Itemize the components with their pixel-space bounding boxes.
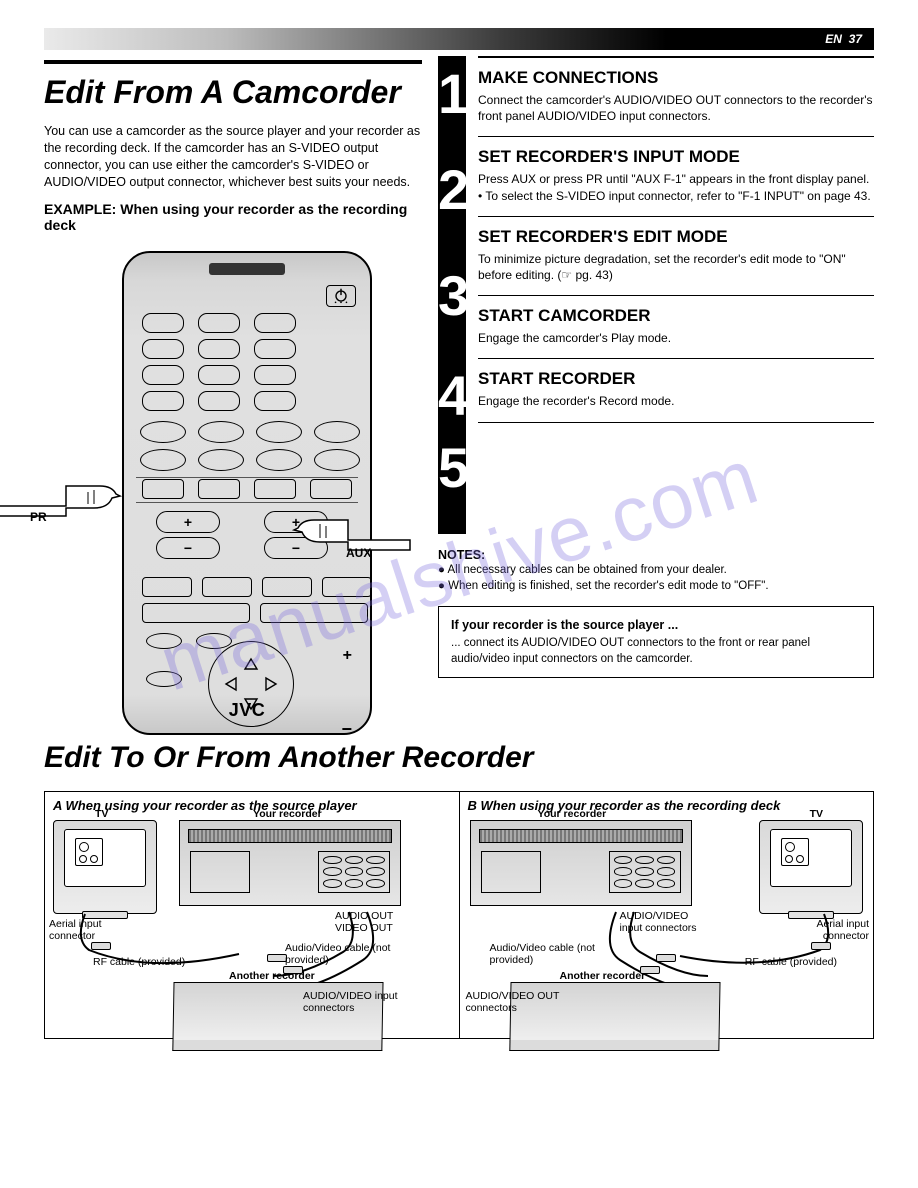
step-body: Connect the camcorder's AUDIO/VIDEO OUT … [478,92,874,124]
left-column: Edit From A Camcorder You can use a camc… [44,56,422,735]
section-title: Edit From A Camcorder [44,74,422,111]
tv-label: TV [95,808,108,820]
steps-number-bar: 1 2 3 4 5 [438,56,466,534]
callout-box: If your recorder is the source player ..… [438,606,874,678]
step-heading: START CAMCORDER [478,306,874,326]
your-recorder-label: Your recorder [253,808,322,820]
step-number: 5 [438,424,466,496]
ch-down-icon [156,537,220,559]
remote-control-illustration: + − JVC [122,251,372,735]
diagram-b: B When using your recorder as the record… [459,792,874,1038]
av-cable-label-b: Audio/Video cable (not provided) [490,942,640,966]
title-rule [44,60,422,64]
plug-icon [267,954,287,962]
another-recorder-label-b: Another recorder [560,970,646,982]
notes-list: ● All necessary cables can be obtained f… [438,562,874,594]
vcr-icon [179,820,401,906]
page-lang: EN [825,32,842,46]
step-number: 2 [438,122,466,218]
rf-cable-label: RF cable (provided) [93,956,185,968]
tv-icon [759,820,863,914]
plug-icon [91,942,111,950]
two-column-layout: Edit From A Camcorder You can use a camc… [44,56,874,735]
step-body: Press AUX or press PR until "AUX F-1" ap… [478,171,874,203]
ch-up-icon [156,511,220,533]
av-out-label: AUDIO/VIDEO OUT connectors [466,990,596,1014]
lead-paragraph: You can use a camcorder as the source pl… [44,123,422,191]
example-heading: EXAMPLE: When using your recorder as the… [44,201,422,233]
step-heading: SET RECORDER'S EDIT MODE [478,227,874,247]
another-recorder-label-a: Another recorder [229,970,315,982]
step-body: To minimize picture degradation, set the… [478,251,874,283]
remote-ir-window [209,263,285,275]
step-body: Engage the recorder's Record mode. [478,393,874,409]
remote-row [142,313,296,333]
callout-body: ... connect its AUDIO/VIDEO OUT connecto… [451,635,861,667]
diagrams-row: A When using your recorder as the source… [44,791,874,1039]
page-header-bar: EN 37 [44,28,874,50]
tv-icon [53,820,157,914]
diagram-a: A When using your recorder as the source… [45,792,459,1038]
rf-cable-label-b: RF cable (provided) [745,956,837,968]
power-button-icon [326,285,356,307]
step-heading: START RECORDER [478,369,874,389]
step-number: 1 [438,56,466,122]
pr-label: PR [30,510,47,524]
step-heading: MAKE CONNECTIONS [478,68,874,88]
plug-icon [811,942,831,950]
av-cable-label-a: Audio/Video cable (not provided) [285,942,435,966]
note-item: All necessary cables can be obtained fro… [448,564,727,576]
pointer-hand-left [0,474,126,518]
step-list: MAKE CONNECTIONS Connect the camcorder's… [478,56,874,534]
notes-heading: NOTES: [438,548,874,562]
step-number: 3 [438,218,466,324]
note-item: When editing is finished, set the record… [448,580,768,592]
av-in-label: AUDIO/VIDEO input connectors [303,990,443,1014]
step-body: Engage the camcorder's Play mode. [478,330,874,346]
plug-icon [656,954,676,962]
vcr-icon [470,820,692,906]
your-recorder-label-b: Your recorder [538,808,607,820]
steps-block: 1 2 3 4 5 MAKE CONNECTIONS Connect the c… [438,56,874,534]
step-heading: SET RECORDER'S INPUT MODE [478,147,874,167]
page-number: 37 [849,32,862,46]
brand-logo: JVC [229,700,266,721]
diagram-b-title: B When using your recorder as the record… [468,798,866,813]
page-root: EN 37 Edit From A Camcorder You can use … [0,0,918,1059]
callout-title: If your recorder is the source player ..… [451,617,861,635]
aux-label: AUX [346,546,371,560]
step-number: 4 [438,324,466,424]
tv-label-b: TV [810,808,823,820]
diagram-a-title: A When using your recorder as the source… [53,798,451,813]
right-column: 1 2 3 4 5 MAKE CONNECTIONS Connect the c… [438,56,874,735]
lower-section-title: Edit To Or From Another Recorder [44,741,874,775]
